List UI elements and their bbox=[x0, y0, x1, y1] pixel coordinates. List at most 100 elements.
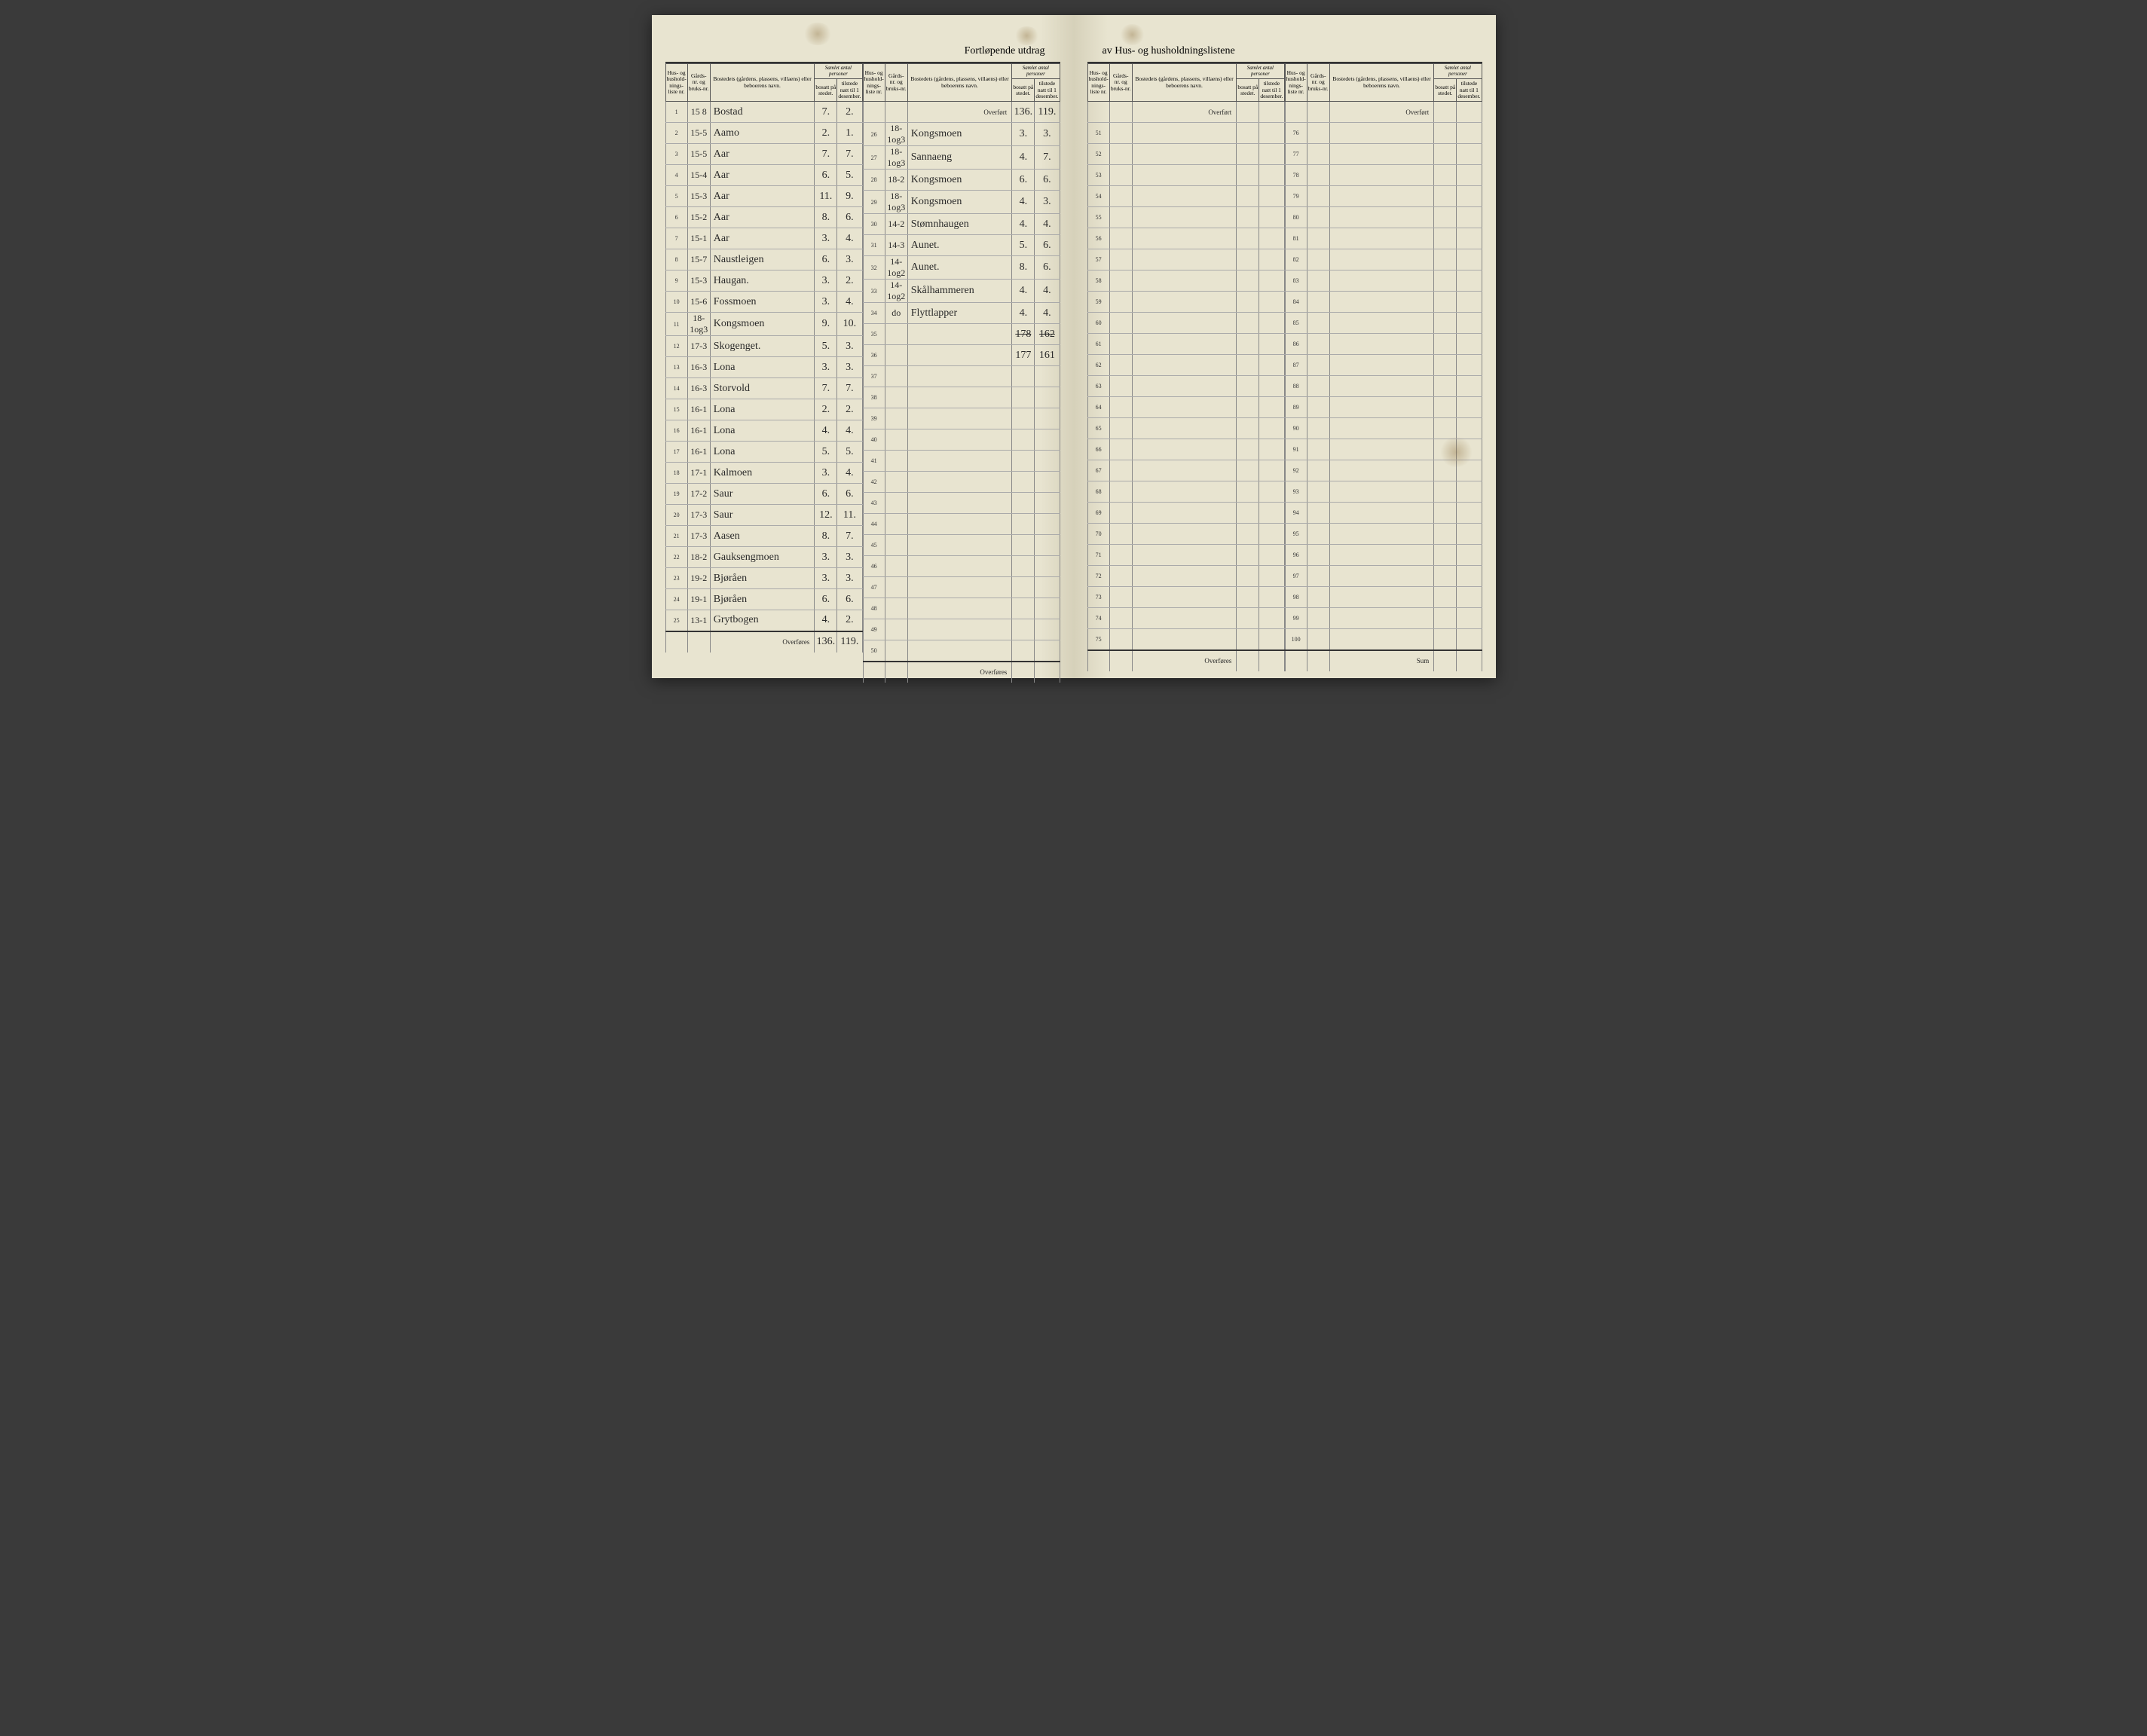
cell-liste-nr: 48 bbox=[863, 598, 885, 619]
cell-gard-nr bbox=[1307, 249, 1329, 270]
cell-liste-nr: 79 bbox=[1285, 186, 1307, 207]
cell-liste-nr: 49 bbox=[863, 619, 885, 640]
cell-tilstede bbox=[1259, 186, 1284, 207]
cell-bosted-name bbox=[1132, 270, 1237, 292]
cell-bosted-name: Lona bbox=[710, 442, 815, 463]
cell-bosatt: 3. bbox=[815, 547, 837, 568]
cell-liste-nr: 45 bbox=[863, 535, 885, 556]
cell-bosted-name: Flyttlapper bbox=[907, 303, 1012, 324]
cell-bosted-name bbox=[1132, 292, 1237, 313]
cell-bosted-name bbox=[1329, 144, 1434, 165]
cell-bosatt: 6. bbox=[815, 249, 837, 270]
cell-liste-nr: 24 bbox=[665, 589, 687, 610]
ledger-table-4: Hus- og hushold-nings-liste nr. Gårds-nr… bbox=[1285, 63, 1482, 671]
cell-bosted-name bbox=[1329, 629, 1434, 650]
cell-liste-nr: 36 bbox=[863, 345, 885, 366]
cell-liste-nr: 33 bbox=[863, 280, 885, 303]
table-row: 98 bbox=[1285, 587, 1482, 608]
table-header: Hus- og hushold-nings-liste nr. Gårds-nr… bbox=[863, 64, 1060, 102]
cell-gard-nr bbox=[1109, 355, 1132, 376]
cell-tilstede bbox=[1457, 186, 1482, 207]
cell-gard-nr bbox=[1109, 608, 1132, 629]
document-spread: Fortløpende utdrag Hus- og hushold-nings… bbox=[652, 15, 1496, 678]
cell-gard-nr: 15-3 bbox=[687, 270, 710, 292]
cell-tilstede bbox=[1457, 144, 1482, 165]
cell-bosatt bbox=[1434, 165, 1457, 186]
cell-bosatt bbox=[1434, 397, 1457, 418]
table-row: 36177161 bbox=[863, 345, 1060, 366]
table-row: 415-4Aar6.5. bbox=[665, 165, 862, 186]
cell-bosatt: 6. bbox=[815, 165, 837, 186]
cell-bosatt bbox=[1237, 292, 1259, 313]
cell-bosted-name bbox=[907, 598, 1012, 619]
cell-liste-nr: 35 bbox=[863, 324, 885, 345]
cell-bosatt: 3. bbox=[815, 568, 837, 589]
cell-bosted-name bbox=[1132, 503, 1237, 524]
table-row: 2419-1Bjøråen6.6. bbox=[665, 589, 862, 610]
cell-gard-nr bbox=[885, 493, 907, 514]
cell-tilstede: 11. bbox=[837, 505, 862, 526]
cell-liste-nr bbox=[1285, 102, 1307, 123]
table-row: 94 bbox=[1285, 503, 1482, 524]
cell-liste-nr bbox=[1087, 650, 1109, 671]
cell-label: Overføres bbox=[1132, 650, 1237, 671]
cell-liste-nr bbox=[1087, 102, 1109, 123]
cell-tilstede: 4. bbox=[1035, 214, 1060, 235]
cell-gard-nr bbox=[885, 451, 907, 472]
cell-tilstede: 6. bbox=[837, 207, 862, 228]
cell-liste-nr: 62 bbox=[1087, 355, 1109, 376]
cell-bosatt bbox=[1237, 608, 1259, 629]
cell-gard-nr bbox=[1109, 270, 1132, 292]
cell-tilstede bbox=[1457, 228, 1482, 249]
cell-tilstede bbox=[1457, 566, 1482, 587]
cell-liste-nr: 6 bbox=[665, 207, 687, 228]
cell-gard-nr bbox=[1109, 397, 1132, 418]
th-bosatt: bosatt på stedet. bbox=[815, 79, 837, 102]
cell-tilstede bbox=[1035, 514, 1060, 535]
left-col-1: Hus- og hushold-nings-liste nr. Gårds-nr… bbox=[665, 63, 863, 683]
table-row: 1118-1og3Kongsmoen9.10. bbox=[665, 313, 862, 336]
cell-liste-nr: 57 bbox=[1087, 249, 1109, 270]
cell-gard-nr bbox=[1307, 566, 1329, 587]
cell-bosatt bbox=[1434, 292, 1457, 313]
cell-bosatt bbox=[1237, 629, 1259, 650]
cell-gard-nr: 19-1 bbox=[687, 589, 710, 610]
cell-tilstede bbox=[1457, 376, 1482, 397]
cell-bosted-name bbox=[1329, 397, 1434, 418]
table-row: 77 bbox=[1285, 144, 1482, 165]
cell-bosted-name: Kalmoen bbox=[710, 463, 815, 484]
cell-tilstede: 161 bbox=[1035, 345, 1060, 366]
cell-liste-nr: 13 bbox=[665, 357, 687, 378]
cell-bosted-name bbox=[1329, 228, 1434, 249]
cell-bosted-name bbox=[1329, 355, 1434, 376]
cell-bosatt bbox=[1012, 556, 1035, 577]
cell-tilstede bbox=[1259, 524, 1284, 545]
cell-liste-nr: 75 bbox=[1087, 629, 1109, 650]
table-row: 90 bbox=[1285, 418, 1482, 439]
cell-gard-nr: 15-1 bbox=[687, 228, 710, 249]
cell-liste-nr: 72 bbox=[1087, 566, 1109, 587]
table-row: 515-3Aar11.9. bbox=[665, 186, 862, 207]
table-row: 43 bbox=[863, 493, 1060, 514]
cell-bosted-name: Haugan. bbox=[710, 270, 815, 292]
cell-tilstede bbox=[1457, 249, 1482, 270]
cell-liste-nr: 97 bbox=[1285, 566, 1307, 587]
table-row: 2017-3Saur12.11. bbox=[665, 505, 862, 526]
cell-bosted-name bbox=[907, 472, 1012, 493]
cell-liste-nr: 60 bbox=[1087, 313, 1109, 334]
cell-bosatt bbox=[1237, 460, 1259, 481]
th-bosted: Bostedets (gårdens, plassens, villaens) … bbox=[710, 64, 815, 102]
cell-label: Overført bbox=[1132, 102, 1237, 123]
table-row: 59 bbox=[1087, 292, 1284, 313]
cell-gard-nr bbox=[885, 556, 907, 577]
table-row: 1516-1Lona2.2. bbox=[665, 399, 862, 420]
cell-gard-nr bbox=[1307, 397, 1329, 418]
cell-tilstede bbox=[1035, 556, 1060, 577]
cell-liste-nr: 84 bbox=[1285, 292, 1307, 313]
cell-tilstede: 6. bbox=[1035, 256, 1060, 280]
cell-gard-nr bbox=[1307, 460, 1329, 481]
cell-gard-nr bbox=[1307, 228, 1329, 249]
cell-liste-nr: 67 bbox=[1087, 460, 1109, 481]
cell-liste-nr: 22 bbox=[665, 547, 687, 568]
table-row: 2513-1Grytbogen4.2. bbox=[665, 610, 862, 631]
